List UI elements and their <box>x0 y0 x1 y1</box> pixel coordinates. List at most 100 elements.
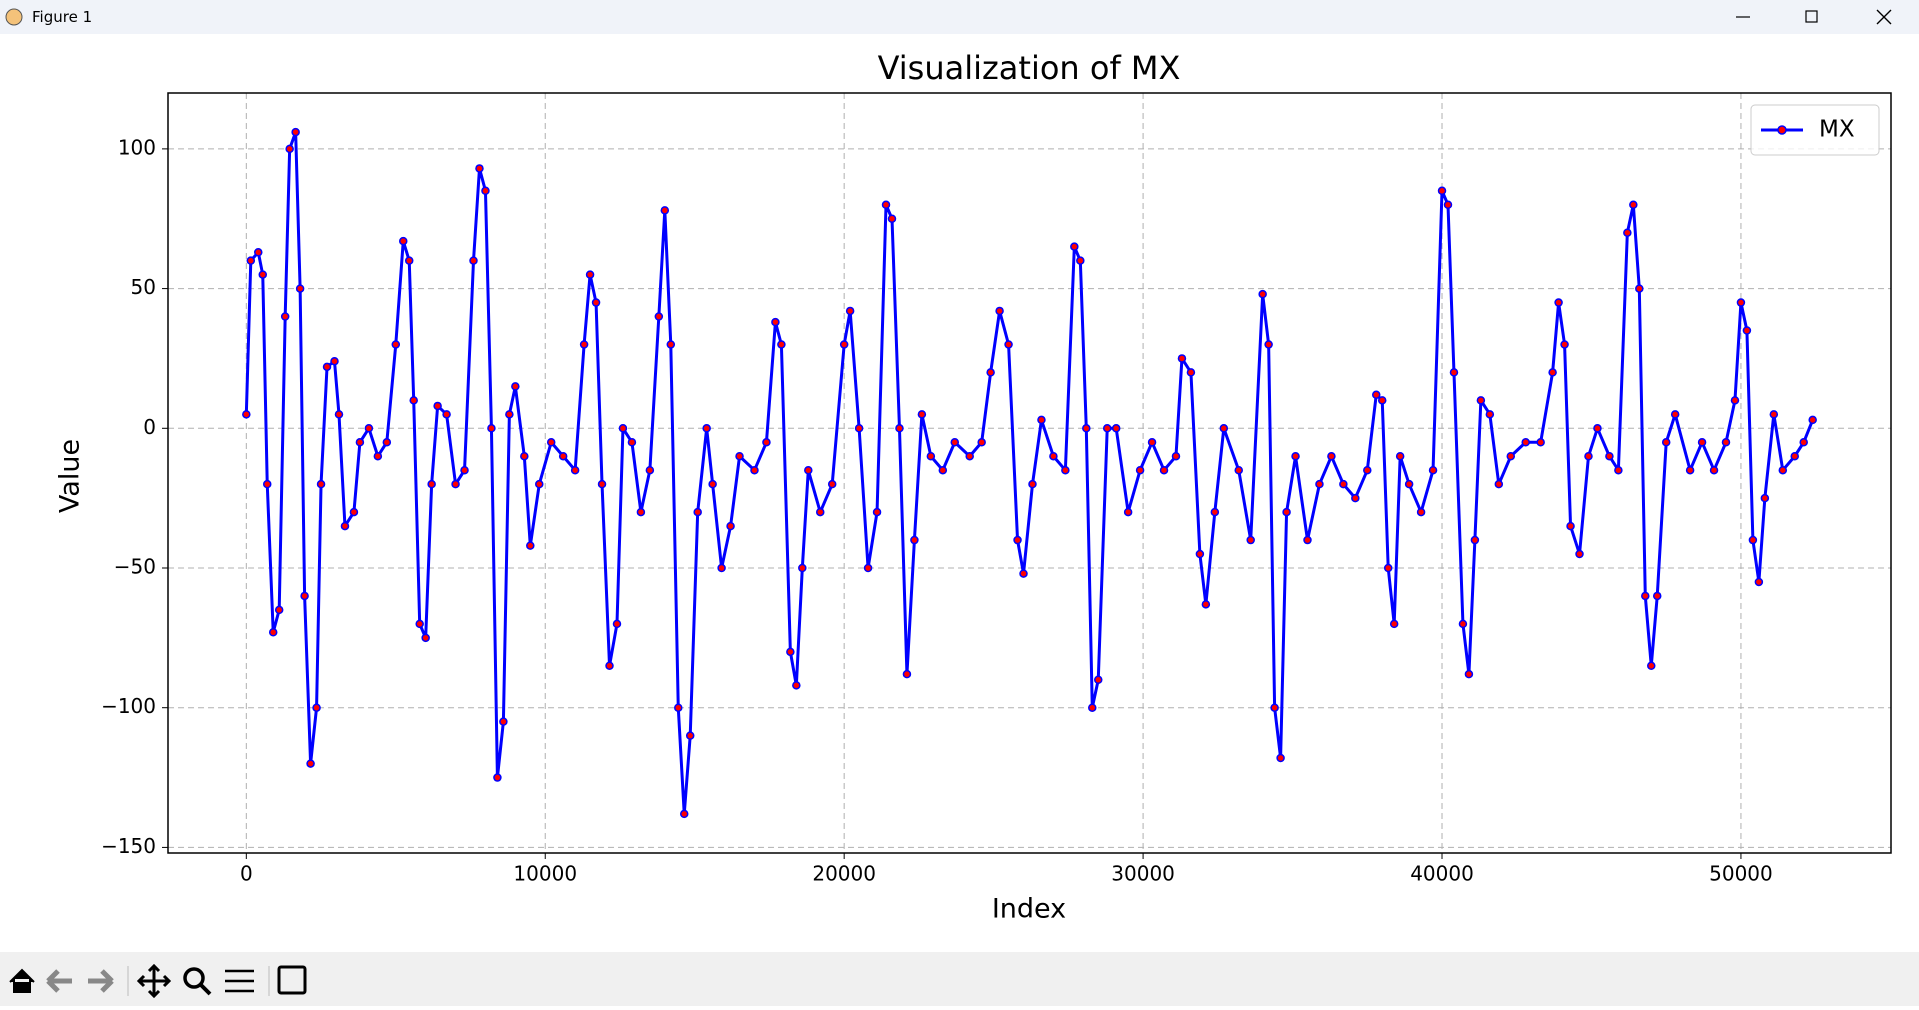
save-button[interactable] <box>277 965 307 995</box>
data-point <box>1566 521 1575 531</box>
data-point <box>493 773 502 782</box>
data-point <box>777 340 786 349</box>
data-point <box>977 438 986 447</box>
data-point <box>674 703 683 712</box>
home-button[interactable] <box>9 968 35 993</box>
y-tick-label: −150 <box>101 834 156 858</box>
data-point <box>654 312 664 321</box>
data-point <box>1076 256 1085 265</box>
data-point <box>627 438 637 447</box>
back-button[interactable] <box>46 969 72 993</box>
data-point <box>735 451 744 461</box>
data-point <box>570 465 580 475</box>
data-point <box>591 298 601 307</box>
configure-button[interactable] <box>225 969 254 993</box>
data-point <box>1443 200 1453 210</box>
app-icon <box>5 8 23 26</box>
data-point <box>1476 396 1486 405</box>
data-point <box>708 479 717 489</box>
data-point <box>1485 410 1495 419</box>
data-point <box>679 809 689 819</box>
data-point <box>1769 410 1779 419</box>
restore-button[interactable] <box>1805 10 1818 23</box>
data-point <box>1270 703 1279 712</box>
data-point <box>1049 451 1058 461</box>
data-point <box>1635 284 1644 293</box>
data-point <box>404 256 414 265</box>
data-point <box>645 465 655 475</box>
data-point <box>1506 451 1516 461</box>
data-point <box>442 410 451 419</box>
data-point <box>717 563 726 573</box>
data-point <box>1494 479 1504 489</box>
title-bar: Figure 1 <box>0 0 1919 34</box>
data-point <box>1808 415 1817 425</box>
data-point <box>242 410 251 419</box>
data-point <box>399 236 408 246</box>
data-point <box>1778 465 1788 475</box>
data-point <box>1458 619 1468 629</box>
data-point <box>469 256 478 265</box>
data-point <box>1135 465 1145 475</box>
data-point <box>1685 465 1695 475</box>
data-point <box>364 424 374 433</box>
data-point <box>845 306 855 316</box>
data-point <box>938 465 948 475</box>
data-point <box>1315 479 1324 489</box>
data-point <box>618 424 628 433</box>
data-point <box>1605 451 1614 461</box>
data-point <box>1082 424 1091 433</box>
data-point <box>1037 415 1046 425</box>
forward-button[interactable] <box>88 969 114 993</box>
data-point <box>421 633 430 643</box>
data-point <box>1383 563 1393 573</box>
data-point <box>1614 465 1623 475</box>
data-point <box>750 465 759 475</box>
data-point <box>839 340 849 349</box>
y-tick-label: 100 <box>118 135 156 159</box>
y-tick-label: −100 <box>101 694 156 718</box>
data-point <box>1123 507 1133 517</box>
data-point <box>382 438 392 447</box>
data-point <box>1629 200 1638 210</box>
x-tick-label: 0 <box>240 862 253 886</box>
data-point <box>1416 507 1426 517</box>
data-point <box>1449 368 1459 377</box>
data-point <box>762 438 771 447</box>
data-point <box>887 214 897 223</box>
data-point <box>268 628 278 637</box>
toolbar-icons <box>9 963 307 999</box>
close-button[interactable] <box>1876 9 1892 25</box>
data-point <box>1754 577 1764 587</box>
data-point <box>910 535 919 545</box>
data-point <box>792 681 801 690</box>
data-point <box>1548 368 1557 377</box>
data-point <box>1004 340 1013 349</box>
zoom-button[interactable] <box>183 967 205 989</box>
data-point <box>505 410 514 419</box>
data-point <box>1584 451 1593 461</box>
data-point <box>1670 410 1680 419</box>
data-point <box>1652 591 1662 601</box>
data-point <box>1171 451 1181 461</box>
data-point <box>334 410 344 419</box>
data-point <box>597 479 607 489</box>
data-point <box>274 605 284 615</box>
data-point <box>1013 535 1022 545</box>
y-axis-label: Value <box>55 439 86 513</box>
data-point <box>995 306 1004 316</box>
data-point <box>1339 479 1348 489</box>
data-point <box>1395 451 1405 461</box>
data-point <box>300 591 309 601</box>
data-point <box>254 248 263 257</box>
data-point <box>881 200 891 210</box>
data-point <box>1560 340 1569 349</box>
data-point <box>1201 600 1211 609</box>
x-axis-label: Index <box>992 894 1066 925</box>
data-line <box>244 130 1815 816</box>
x-tick-label: 30000 <box>1111 862 1175 886</box>
chart: Visualization of MX Index Value −150 −100… <box>55 49 1892 925</box>
data-point <box>433 401 442 411</box>
data-point <box>1363 465 1372 475</box>
pan-button[interactable] <box>136 963 172 999</box>
